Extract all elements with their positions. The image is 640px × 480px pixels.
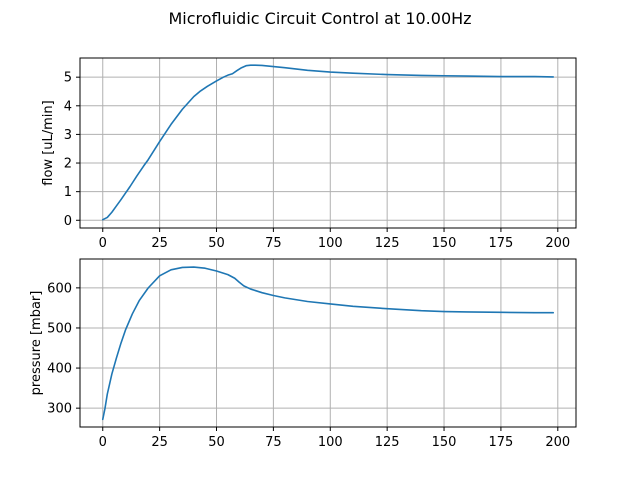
x-tick: 50 [208, 228, 225, 251]
x-tick: 175 [489, 427, 514, 450]
x-tick: 150 [432, 228, 457, 251]
x-tick-label: 0 [99, 236, 107, 251]
x-tick-label: 75 [265, 236, 282, 251]
x-tick: 125 [375, 228, 400, 251]
y-tick: 3 [64, 128, 80, 143]
x-tick: 200 [545, 427, 570, 450]
x-tick: 50 [208, 427, 225, 450]
x-tick: 75 [265, 427, 282, 450]
flow-series-line [101, 64, 555, 221]
y-tick-label: 600 [47, 281, 72, 296]
y-tick-label: 1 [64, 185, 72, 200]
x-tick-label: 25 [151, 236, 168, 251]
flow-axes-frame [79, 57, 577, 229]
x-tick: 150 [432, 427, 457, 450]
figure-title: Microfluidic Circuit Control at 10.00Hz [168, 9, 471, 28]
y-tick: 400 [47, 362, 80, 377]
x-tick-label: 150 [432, 236, 457, 251]
pressure-axes-frame [79, 258, 577, 428]
y-tick: 500 [47, 321, 80, 336]
y-tick: 1 [64, 185, 80, 200]
x-tick: 125 [375, 427, 400, 450]
x-tick-label: 125 [375, 236, 400, 251]
x-tick: 100 [318, 427, 343, 450]
pressure-series-line [101, 266, 555, 421]
x-tick-label: 175 [489, 435, 514, 450]
y-tick-label: 5 [64, 71, 72, 86]
y-tick-label: 400 [47, 362, 72, 377]
y-tick-label: 2 [64, 157, 72, 172]
x-tick-label: 175 [489, 236, 514, 251]
x-tick: 200 [545, 228, 570, 251]
x-tick: 25 [151, 228, 168, 251]
y-tick: 5 [64, 71, 80, 86]
y-tick: 0 [64, 214, 80, 229]
y-tick-label: 3 [64, 128, 72, 143]
x-tick-label: 150 [432, 435, 457, 450]
x-tick: 100 [318, 228, 343, 251]
x-tick: 0 [99, 228, 107, 251]
x-tick-label: 200 [545, 435, 570, 450]
x-tick: 25 [151, 427, 168, 450]
y-tick: 300 [47, 402, 80, 417]
y-tick: 2 [64, 157, 80, 172]
x-tick-label: 100 [318, 236, 343, 251]
y-tick-label: 500 [47, 321, 72, 336]
x-tick-label: 50 [208, 435, 225, 450]
y-tick: 600 [47, 281, 80, 296]
x-tick-label: 0 [99, 435, 107, 450]
x-tick-label: 100 [318, 435, 343, 450]
flow-grid [80, 58, 576, 228]
flow-subplot: 0 25 50 75 100 125 150 175 200 0 1 2 3 4 5 flow [uL/min… [41, 57, 577, 251]
pressure-subplot: 0 25 50 75 100 125 150 175 200 300 400 500 600pressu… [29, 258, 577, 450]
y-tick: 4 [64, 99, 80, 114]
x-tick: 0 [99, 427, 107, 450]
x-tick-label: 25 [151, 435, 168, 450]
x-tick: 175 [489, 228, 514, 251]
x-tick-label: 50 [208, 236, 225, 251]
x-tick-label: 125 [375, 435, 400, 450]
y-tick-label: 4 [64, 99, 72, 114]
y-tick-label: 300 [47, 402, 72, 417]
flow-ylabel: flow [uL/min] [41, 100, 56, 185]
y-tick-label: 0 [64, 214, 72, 229]
x-tick-label: 200 [545, 236, 570, 251]
x-tick: 75 [265, 228, 282, 251]
x-tick-label: 75 [265, 435, 282, 450]
pressure-ylabel: pressure [mbar] [29, 291, 44, 396]
pressure-grid [80, 259, 576, 427]
